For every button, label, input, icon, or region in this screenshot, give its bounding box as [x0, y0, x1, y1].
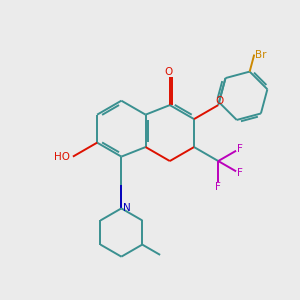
Text: N: N [123, 203, 130, 213]
Text: O: O [216, 96, 224, 106]
Text: Br: Br [255, 50, 266, 59]
Text: F: F [237, 168, 243, 178]
Text: F: F [215, 182, 221, 192]
Text: O: O [164, 67, 172, 77]
Text: F: F [237, 144, 243, 154]
Text: HO: HO [54, 152, 70, 162]
